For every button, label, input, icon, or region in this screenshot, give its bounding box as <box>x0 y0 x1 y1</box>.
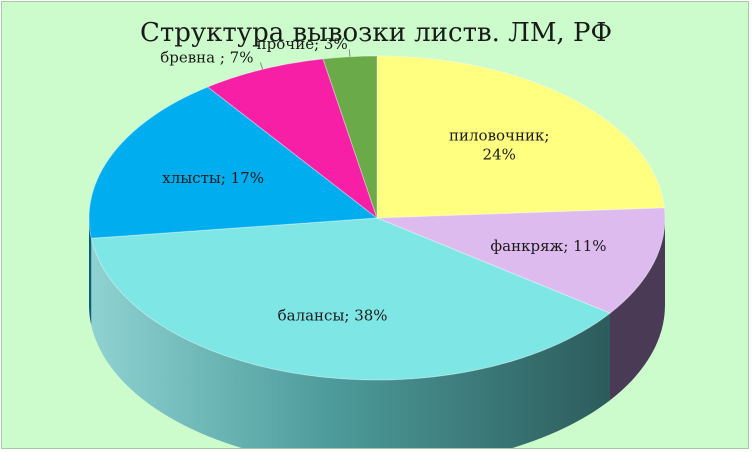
slice-label-1: фанкряж; 11% <box>490 237 606 255</box>
slice-label-2: балансы; 38% <box>278 306 388 324</box>
pie-slice-4 <box>206 58 379 220</box>
pie-side-2 <box>91 238 610 448</box>
pie-slice-0 <box>376 55 665 219</box>
leader-line-4 <box>259 62 264 70</box>
slice-label-0: пиловочник; 24% <box>449 126 549 163</box>
pie-side-1 <box>610 218 666 401</box>
slice-label-4: бревна ; 7% <box>160 48 253 66</box>
chart-title: Структура вывозки листв. ЛМ, РФ <box>139 18 613 48</box>
pie-slice-1 <box>376 207 666 314</box>
pie-slice-2 <box>90 217 611 381</box>
slice-label-5: прочие; 3% <box>257 35 348 53</box>
leader-line-5 <box>348 49 351 57</box>
slice-label-3: хлысты; 17% <box>162 169 264 187</box>
pie-side-3 <box>89 218 92 326</box>
pie-slice-3 <box>88 86 379 239</box>
